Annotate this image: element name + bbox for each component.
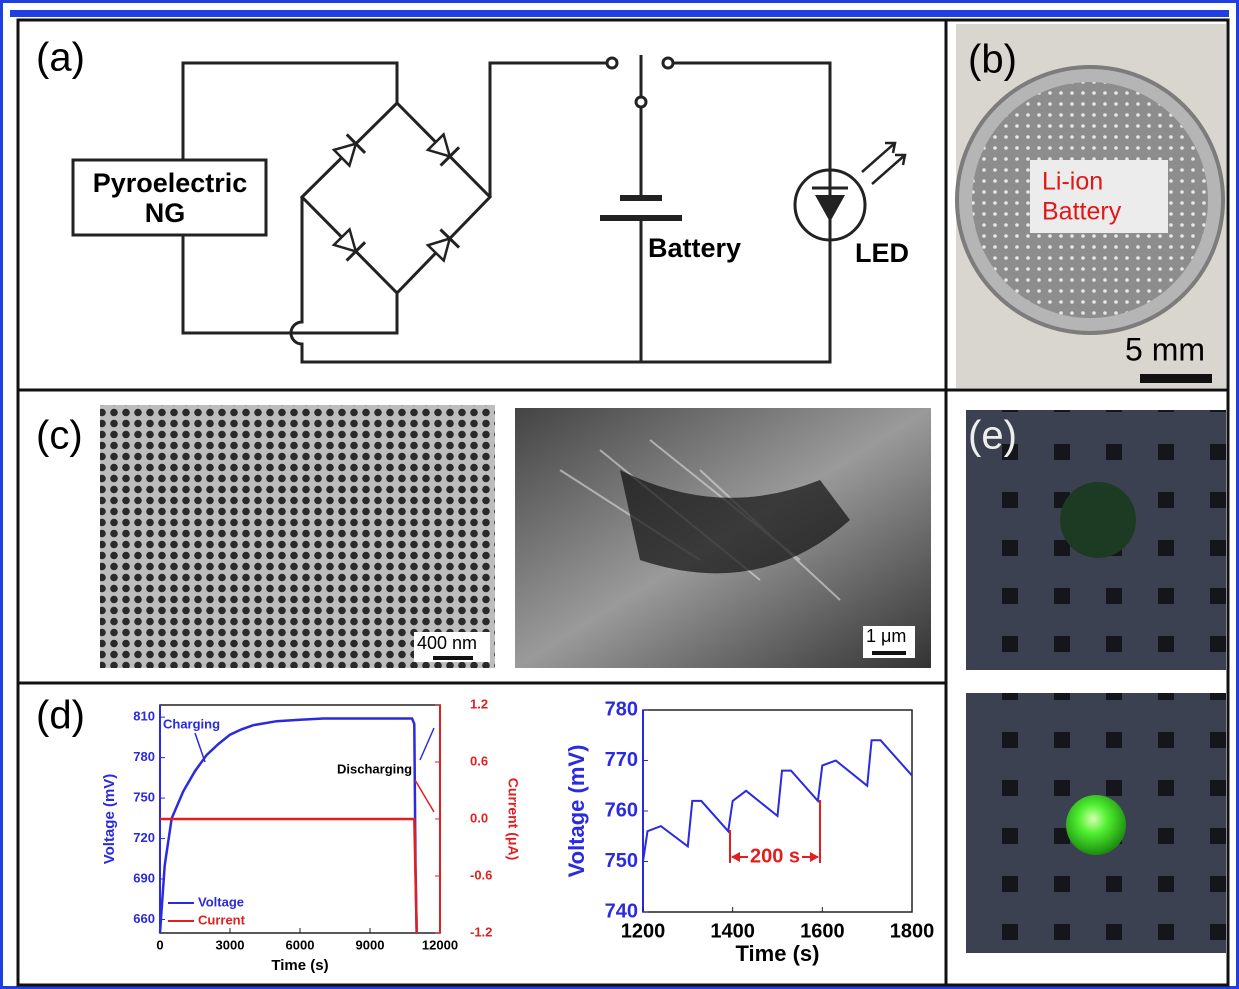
annotation: Charging bbox=[163, 716, 220, 731]
y-tick-label: 770 bbox=[605, 749, 638, 771]
x-tick-label: 9000 bbox=[356, 937, 385, 952]
arrow-head bbox=[810, 852, 819, 862]
scale-label: 5 mm bbox=[1125, 331, 1205, 367]
arrow-head bbox=[731, 852, 740, 862]
y2-tick-label: -0.6 bbox=[470, 867, 492, 882]
x-axis-label: Time (s) bbox=[271, 957, 328, 974]
battery-text: Li-ion bbox=[1042, 168, 1103, 196]
annotation-arrow bbox=[415, 780, 434, 812]
wire bbox=[490, 63, 606, 197]
switch-contact bbox=[636, 97, 646, 107]
y-tick-label: 690 bbox=[133, 870, 155, 885]
annotation-arrow bbox=[195, 733, 205, 762]
scale-label: 400 nm bbox=[417, 633, 477, 653]
x-tick-label: 0 bbox=[156, 937, 163, 952]
battery-label: Battery bbox=[648, 233, 741, 263]
y2-tick-label: 0.6 bbox=[470, 753, 488, 768]
legend-label: Voltage bbox=[198, 894, 244, 909]
y-tick-label: 720 bbox=[133, 830, 155, 845]
panel-label: (b) bbox=[968, 38, 1017, 82]
x-tick-label: 1200 bbox=[621, 920, 666, 942]
x-tick-label: 6000 bbox=[286, 937, 315, 952]
y-tick-label: 750 bbox=[133, 790, 155, 805]
x-axis-label: Time (s) bbox=[736, 941, 820, 966]
wire bbox=[291, 197, 830, 362]
diodes bbox=[334, 134, 459, 260]
source-label: NG bbox=[145, 198, 186, 228]
battery-text: Battery bbox=[1042, 198, 1122, 226]
y-axis-label: Voltage (mV) bbox=[101, 774, 118, 865]
y-tick-label: 810 bbox=[133, 709, 155, 724]
top-band bbox=[10, 10, 1229, 17]
led-label: LED bbox=[855, 238, 909, 268]
y-tick-label: 660 bbox=[133, 911, 155, 926]
scale-bar bbox=[872, 651, 906, 655]
series-line bbox=[643, 740, 912, 861]
y2-tick-label: 0.0 bbox=[470, 810, 488, 825]
x-tick-label: 1600 bbox=[800, 920, 845, 942]
panel-label: (e) bbox=[968, 414, 1017, 458]
led-on bbox=[1066, 795, 1126, 855]
wire bbox=[183, 235, 397, 333]
wire bbox=[674, 63, 830, 170]
panel-label: (d) bbox=[36, 694, 85, 738]
y2-tick-label: 1.2 bbox=[470, 696, 488, 711]
y2-axis-label: Current (μA) bbox=[505, 778, 521, 860]
circuit bbox=[73, 55, 905, 362]
x-tick-label: 1400 bbox=[710, 920, 755, 942]
scale-bar bbox=[1140, 374, 1212, 383]
y2-tick-label: -1.2 bbox=[470, 924, 492, 939]
switch-contact bbox=[607, 58, 617, 68]
panel-label: (c) bbox=[36, 414, 83, 458]
scale-bar bbox=[433, 656, 473, 660]
x-tick-label: 3000 bbox=[216, 937, 245, 952]
y-tick-label: 780 bbox=[133, 749, 155, 764]
y-tick-label: 740 bbox=[605, 900, 638, 922]
sem-image bbox=[100, 405, 495, 668]
x-tick-label: 1800 bbox=[890, 920, 935, 942]
y-tick-label: 780 bbox=[605, 698, 638, 720]
charts: 0 3000 6000 9000 12000 660 690 720 750 780 810 -1.2… bbox=[101, 696, 934, 974]
panel-label: (a) bbox=[36, 36, 85, 80]
figure: (a) Pyroelectric NG Battery LED Li-ion B… bbox=[0, 0, 1239, 989]
wire bbox=[183, 63, 397, 160]
annotation: Discharging bbox=[337, 761, 412, 776]
scale-label: 1 μm bbox=[866, 626, 906, 646]
y-axis-label: Voltage (mV) bbox=[564, 745, 589, 878]
led-off bbox=[1060, 482, 1136, 558]
bridge bbox=[302, 103, 490, 293]
legend-label: Current bbox=[198, 912, 246, 927]
source-label: Pyroelectric bbox=[93, 168, 248, 198]
y-tick-label: 760 bbox=[605, 799, 638, 821]
y-tick-label: 750 bbox=[605, 850, 638, 872]
led-arrows bbox=[862, 143, 905, 184]
annotation: 200 s bbox=[750, 845, 800, 867]
x-tick-label: 12000 bbox=[422, 937, 458, 952]
switch-contact bbox=[663, 58, 673, 68]
annotation-arrow bbox=[420, 728, 434, 760]
